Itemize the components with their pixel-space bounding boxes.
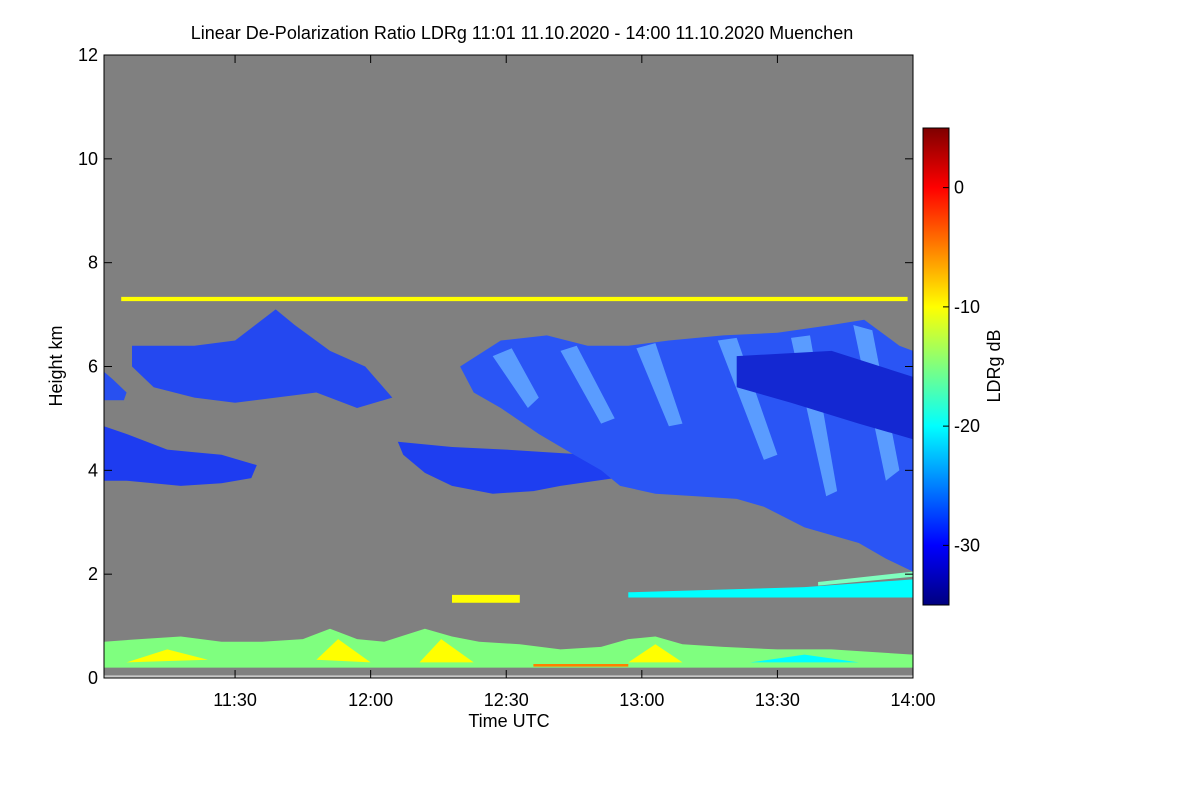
feature-surface-orange-line (533, 664, 629, 667)
y-tick-label: 4 (88, 460, 98, 480)
feature-boundary-layer-patch-2 (316, 639, 371, 663)
colorbar (922, 127, 950, 606)
feature-lower-cloud-band-left (104, 426, 257, 486)
x-tick-label: 13:00 (619, 690, 664, 710)
feature-upper-dense-core (736, 350, 913, 440)
x-tick-label: 14:00 (890, 690, 935, 710)
y-tick-label: 12 (78, 45, 98, 65)
feature-boundary-layer-patch-3 (419, 639, 474, 663)
x-axis-label: Time UTC (468, 711, 549, 731)
colorbar-tick-label: -10 (954, 297, 980, 317)
feature-boundary-layer (104, 628, 913, 668)
y-tick-label: 10 (78, 149, 98, 169)
feature-streak-2 (560, 345, 615, 424)
feature-mid-cloud-band (397, 441, 629, 494)
colorbar-tick-label: 0 (954, 178, 964, 198)
y-tick-label: 8 (88, 253, 98, 273)
feature-upper-cirrus-band (132, 309, 393, 408)
feature-boundary-layer-patch-4 (628, 644, 683, 663)
feature-surface-grey-line (104, 675, 913, 678)
colorbar-tick-label: -20 (954, 416, 980, 436)
x-tick-label: 11:30 (213, 690, 257, 710)
chart-title: Linear De-Polarization Ratio LDRg 11:01 … (191, 23, 853, 43)
x-tick-label: 12:30 (484, 690, 529, 710)
feature-aerosol-streak-1.5km-left (452, 594, 520, 603)
y-tick-label: 6 (88, 357, 98, 377)
feature-streak-4 (717, 337, 778, 460)
feature-boundary-layer-patch-1 (126, 649, 208, 663)
y-tick-label: 0 (88, 668, 98, 688)
feature-streak-1 (492, 348, 539, 408)
y-tick-label: 2 (88, 564, 98, 584)
feature-left-edge-cirrus (104, 371, 127, 401)
feature-streak-3 (636, 343, 683, 427)
feature-aerosol-layer-7km (121, 296, 908, 302)
y-axis-label: Height km (46, 325, 66, 406)
x-tick-label: 12:00 (348, 690, 393, 710)
x-tick-label: 13:30 (755, 690, 800, 710)
colorbar-tick-label: -30 (954, 535, 980, 555)
feature-boundary-layer-patch-5 (750, 654, 859, 663)
feature-aerosol-streak-1.5km-right (628, 579, 913, 598)
feature-aerosol-streak-2km (818, 571, 913, 586)
colorbar-label: LDRg dB (984, 329, 1004, 402)
